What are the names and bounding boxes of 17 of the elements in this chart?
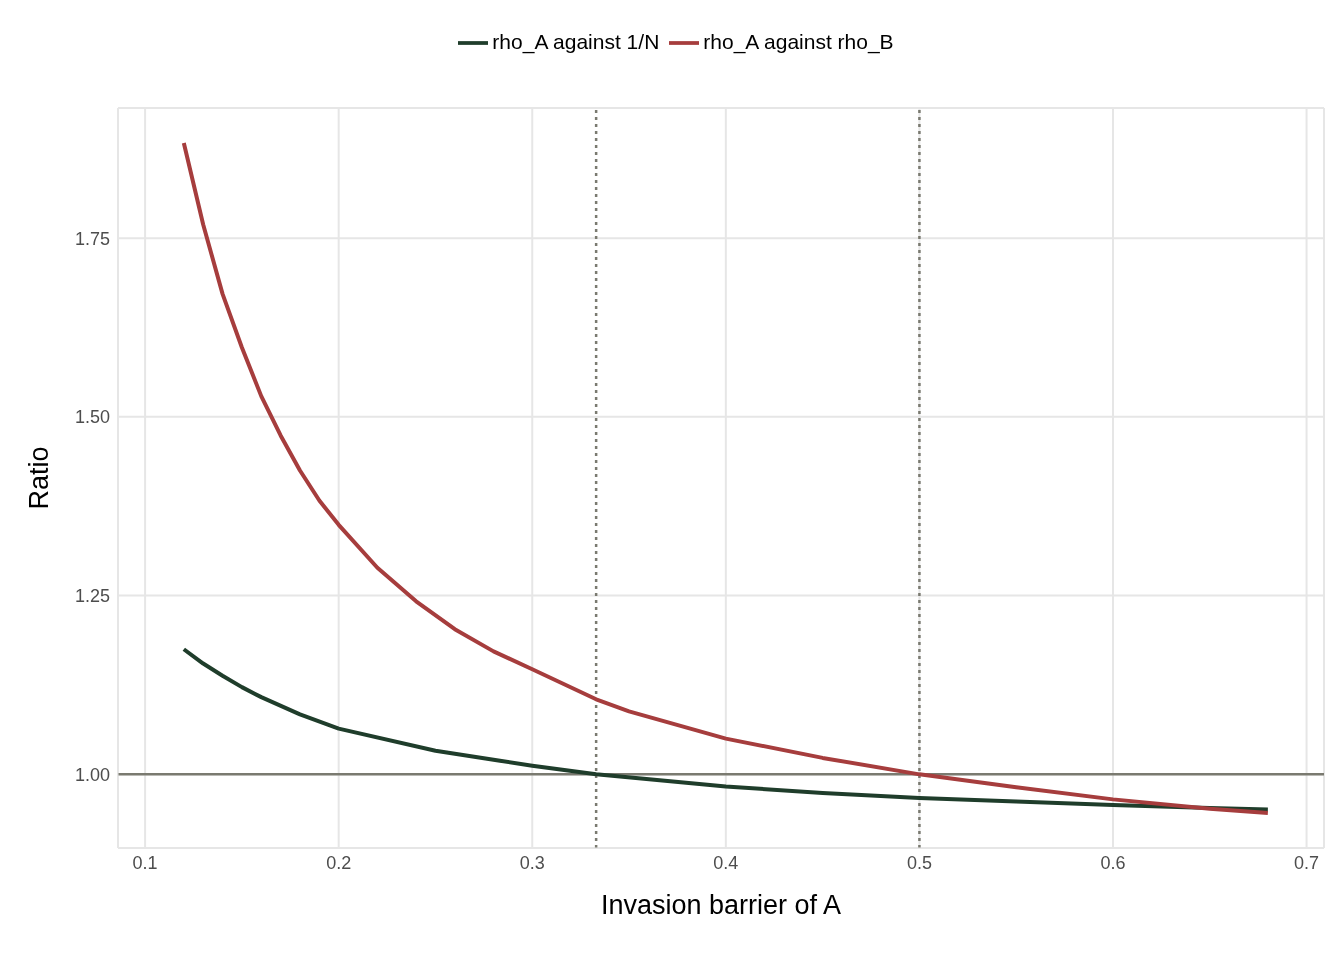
x-tick-label: 0.2: [326, 852, 352, 873]
y-tick-label: 1.25: [74, 586, 110, 606]
legend-label: rho_A against rho_B: [703, 29, 894, 53]
line-series: [181, 141, 1270, 815]
x-tick-label: 0.3: [519, 852, 545, 873]
y-tick-label: 1.50: [74, 407, 110, 428]
x-axis-title: Invasion barrier of A: [600, 890, 842, 920]
x-tick-label: 0.6: [1100, 852, 1126, 873]
x-tick-label: 0.4: [713, 852, 739, 873]
y-tick-label: 1.75: [74, 228, 110, 249]
line-series: [181, 647, 1270, 812]
legend-label: rho_A against 1/N: [492, 29, 660, 53]
x-tick-label: 0.5: [906, 852, 932, 873]
x-tick-label: 0.1: [132, 852, 158, 873]
x-tick-label: 0.7: [1294, 852, 1320, 873]
y-axis-title: Ratio: [23, 446, 54, 510]
y-tick-label: 1.00: [74, 764, 110, 785]
